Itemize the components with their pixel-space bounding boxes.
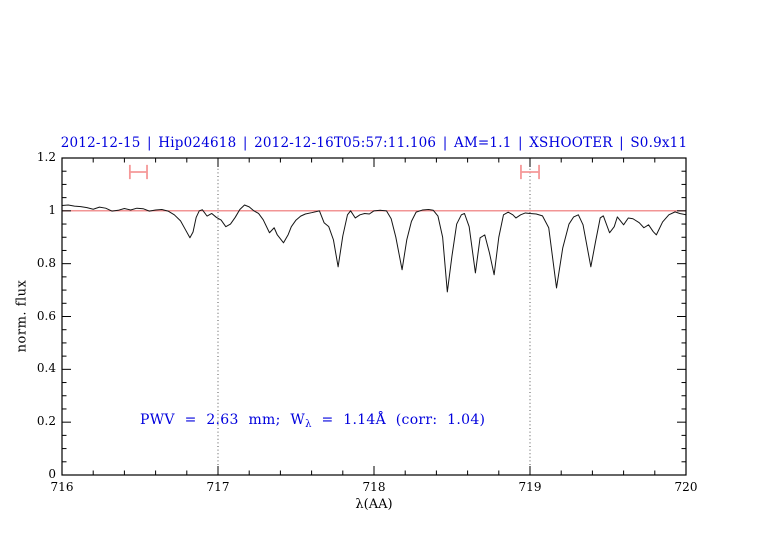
y-tick-label-0.6: 0.6: [36, 308, 56, 323]
x-tick-label-718: 718: [362, 480, 386, 494]
x-axis-label: λ(AA): [355, 497, 393, 512]
x-tick-label-719: 719: [518, 480, 542, 494]
x-tick-label-717: 717: [206, 480, 230, 494]
y-tick-label-1: 1: [48, 202, 56, 217]
pwv-annotation-prefix: PWV = 2.63 mm; W: [140, 412, 306, 428]
plot-title: 2012-12-15 | Hip024618 | 2012-12-16T05:5…: [60, 135, 688, 151]
y-tick-label-0.8: 0.8: [36, 255, 56, 270]
y-tick-label-1.2: 1.2: [36, 150, 56, 164]
y-tick-label-0.2: 0.2: [36, 414, 56, 429]
pwv-annotation-suffix: = 1.14Å (corr: 1.04): [311, 412, 486, 428]
y-tick-label-0.4: 0.4: [36, 361, 56, 376]
x-tick-label-716: 716: [50, 480, 74, 494]
x-tick-label-720: 720: [674, 480, 698, 494]
pwv-annotation-subscript: λ: [305, 419, 312, 430]
spectrum-line: [61, 204, 687, 293]
pwv-annotation: PWV = 2.63 mm; Wλ = 1.14Å (corr: 1.04): [140, 412, 485, 430]
y-tick-label-0: 0: [48, 467, 56, 481]
